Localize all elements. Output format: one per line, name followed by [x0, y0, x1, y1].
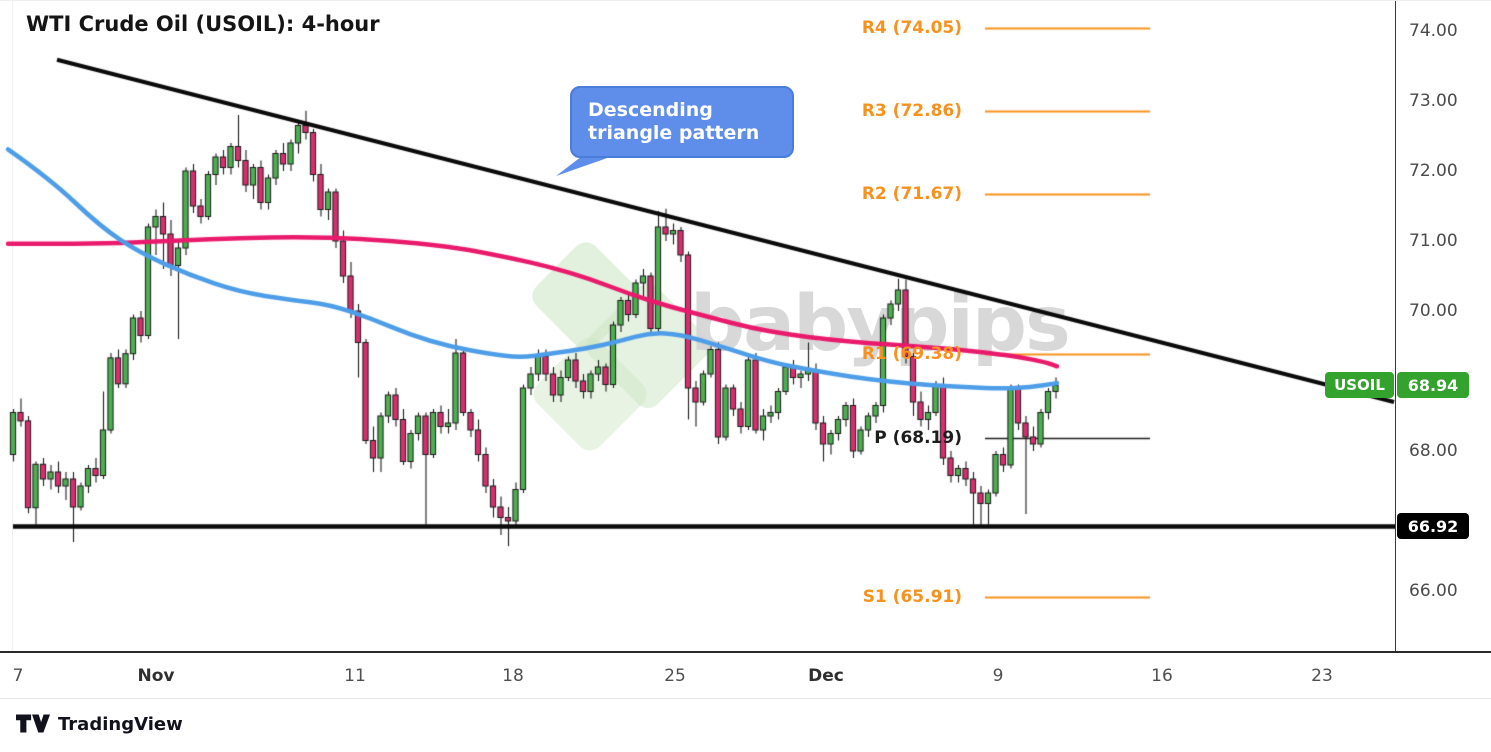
- time-tick-dec: Dec: [808, 666, 844, 686]
- price-tick-72.00: 72.00: [1409, 161, 1458, 181]
- support-price-text: 66.92: [1407, 516, 1459, 536]
- chart-title: WTI Crude Oil (USOIL): 4-hour: [26, 12, 380, 36]
- tradingview-logo-text: TradingView: [58, 713, 183, 735]
- time-tick-16: 16: [1151, 666, 1173, 686]
- tradingview-logo[interactable]: TradingView: [16, 711, 183, 737]
- usoil-price-text: 68.94: [1407, 375, 1459, 395]
- callout-descending-triangle[interactable]: Descending triangle pattern: [570, 86, 794, 158]
- pivot-label-s1: S1 (65.91): [862, 587, 962, 608]
- usoil-symbol-text: USOIL: [1334, 376, 1385, 394]
- time-tick-7: 7: [12, 666, 24, 686]
- time-tick-9: 9: [992, 666, 1004, 686]
- time-tick-18: 18: [502, 666, 524, 686]
- price-axis[interactable]: 74.00 73.00 72.00 71.00 70.00 68.00 66.00: [1395, 1, 1491, 696]
- price-tick-68.00: 68.00: [1409, 441, 1458, 461]
- pivot-label-r4: R4 (74.05): [861, 17, 962, 38]
- pivot-label-r1: R1 (69.38): [861, 344, 962, 365]
- usoil-price-badge: 68.94: [1397, 372, 1469, 398]
- pivot-label-r3: R3 (72.86): [861, 100, 962, 121]
- callout-text: Descending triangle pattern: [588, 99, 760, 144]
- time-tick-nov: Nov: [137, 666, 175, 686]
- time-tick-11: 11: [344, 666, 366, 686]
- price-tick-70.00: 70.00: [1409, 301, 1458, 321]
- usoil-symbol-badge: USOIL: [1325, 372, 1394, 398]
- tradingview-logo-icon: [16, 714, 50, 733]
- support-price-badge: 66.92: [1397, 513, 1469, 539]
- price-tick-73.00: 73.00: [1409, 91, 1458, 111]
- time-tick-23: 23: [1311, 666, 1333, 686]
- pivot-label-p: P (68.19): [874, 427, 962, 448]
- price-tick-71.00: 71.00: [1409, 231, 1458, 251]
- time-tick-25: 25: [664, 666, 686, 686]
- time-axis[interactable]: 7 Nov 11 18 25 Dec 9 16 23: [0, 651, 1491, 699]
- price-tick-66.00: 66.00: [1409, 581, 1458, 601]
- price-tick-74.00: 74.00: [1409, 21, 1458, 41]
- pivot-label-r2: R2 (71.67): [861, 184, 962, 205]
